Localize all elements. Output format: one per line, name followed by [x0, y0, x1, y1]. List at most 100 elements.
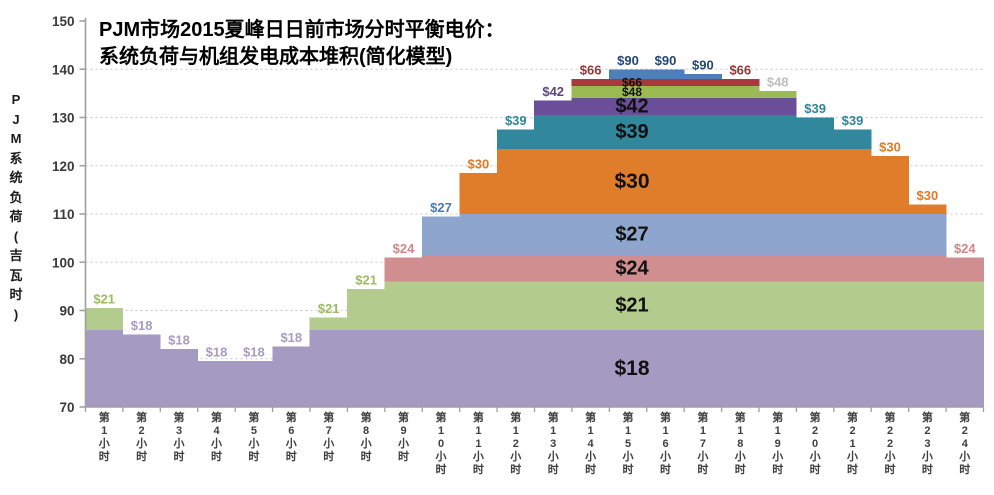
- bar-segment-hour1-tier21: [85, 308, 124, 330]
- bar-segment-hour18-tier42: [721, 98, 760, 116]
- band-label-tier30: $30: [614, 170, 649, 193]
- bar-segment-hour22-tier30: [870, 156, 909, 214]
- y-tick-label-140: 140: [52, 62, 75, 77]
- marginal-price-label-hour3: $18: [168, 333, 190, 348]
- bar-segment-hour15-tier39: [609, 115, 648, 149]
- bar-segment-hour16-tier90: [646, 69, 685, 79]
- marginal-price-label-hour15: $90: [617, 53, 639, 68]
- bar-segment-hour8-tier21: [347, 288, 386, 330]
- bar-segment-hour17-tier42: [683, 98, 722, 116]
- bar-segment-hour17-tier30: [683, 148, 722, 214]
- bar-segment-hour4-tier18: [197, 361, 236, 407]
- bar-segment-hour19-tier18: [758, 329, 797, 407]
- bar-segment-hour14-tier42: [571, 98, 610, 116]
- bar-segment-hour12-tier18: [496, 329, 535, 407]
- band-label-tier24: $24: [615, 257, 649, 279]
- marginal-price-label-hour6: $18: [280, 330, 302, 345]
- y-tick-label-90: 90: [59, 304, 74, 319]
- bar-segment-hour12-tier24: [496, 255, 535, 282]
- bar-segment-hour21-tier18: [833, 329, 872, 407]
- marginal-price-label-hour16: $90: [655, 53, 677, 68]
- band-label-tier18: $18: [614, 357, 649, 380]
- bar-segment-hour17-tier48: [683, 86, 722, 99]
- marginal-price-label-hour9: $24: [393, 241, 415, 256]
- bar-segment-hour16-tier39: [646, 115, 685, 149]
- marginal-price-label-hour21: $39: [842, 113, 864, 128]
- band-label-tier21: $21: [615, 295, 648, 317]
- bar-segment-hour14-tier24: [571, 255, 610, 282]
- bar-segment-hour19-tier42: [758, 98, 797, 116]
- bar-segment-hour19-tier27: [758, 214, 797, 256]
- bar-segment-hour15-tier48: [609, 86, 648, 99]
- bar-segment-hour6-tier18: [272, 346, 311, 407]
- bar-segment-hour1-tier18: [85, 329, 124, 407]
- marginal-price-label-hour22: $30: [879, 140, 901, 155]
- bar-segment-hour17-tier24: [683, 255, 722, 282]
- bar-segment-hour15-tier24: [609, 255, 648, 282]
- bar-segment-hour14-tier66: [571, 78, 610, 87]
- bar-segment-hour22-tier27: [870, 214, 909, 256]
- bar-segment-hour18-tier24: [721, 255, 760, 282]
- bar-segment-hour13-tier24: [534, 255, 573, 282]
- bar-segment-hour3-tier18: [160, 349, 199, 407]
- marginal-price-label-hour1: $21: [93, 292, 115, 307]
- bar-segment-hour16-tier18: [646, 329, 685, 407]
- band-label-tier39: $39: [615, 121, 648, 143]
- marginal-price-label-hour10: $27: [430, 200, 452, 215]
- bar-segment-hour10-tier21: [421, 281, 460, 330]
- bar-segment-hour14-tier21: [571, 281, 610, 330]
- bar-segment-hour8-tier18: [347, 329, 386, 407]
- bar-segment-hour11-tier21: [459, 281, 498, 330]
- bar-segment-hour9-tier21: [384, 281, 423, 330]
- bar-segment-hour12-tier30: [496, 148, 535, 214]
- y-tick-label-100: 100: [52, 255, 75, 270]
- bar-segment-hour23-tier30: [908, 204, 947, 214]
- bar-segment-hour14-tier30: [571, 148, 610, 214]
- marginal-price-label-hour20: $39: [804, 101, 826, 116]
- bar-segment-hour11-tier30: [459, 172, 498, 214]
- bar-segment-hour11-tier24: [459, 255, 498, 282]
- bar-segment-hour19-tier39: [758, 115, 797, 149]
- bar-segment-hour16-tier21: [646, 281, 685, 330]
- bar-segment-hour17-tier39: [683, 115, 722, 149]
- chart-title: PJM市场2015夏峰日日前市场分时平衡电价： 系统负荷与机组发电成本堆积(简化…: [99, 17, 505, 71]
- bar-segment-hour16-tier66: [646, 78, 685, 87]
- bar-segment-hour18-tier66: [721, 78, 760, 87]
- band-label-tier48: $48: [622, 85, 642, 99]
- marginal-price-label-hour12: $39: [505, 113, 527, 128]
- bar-segment-hour13-tier42: [534, 100, 573, 116]
- bar-segment-hour16-tier27: [646, 214, 685, 256]
- bar-segment-hour14-tier48: [571, 86, 610, 99]
- bar-segment-hour24-tier18: [945, 329, 984, 407]
- bar-segment-hour15-tier30: [609, 148, 648, 214]
- bar-segment-hour22-tier21: [870, 281, 909, 330]
- bar-segment-hour16-tier48: [646, 86, 685, 99]
- bar-segment-hour17-tier27: [683, 214, 722, 256]
- marginal-price-label-hour8: $21: [355, 272, 377, 287]
- bar-segment-hour15-tier42: [609, 98, 648, 116]
- marginal-price-label-hour2: $18: [131, 318, 153, 333]
- chart-title-line2: 系统负荷与机组发电成本堆积(简化模型): [99, 46, 453, 68]
- bar-segment-hour19-tier30: [758, 148, 797, 214]
- bar-segment-hour14-tier18: [571, 329, 610, 407]
- bar-segment-hour18-tier21: [721, 281, 760, 330]
- bar-segment-hour21-tier21: [833, 281, 872, 330]
